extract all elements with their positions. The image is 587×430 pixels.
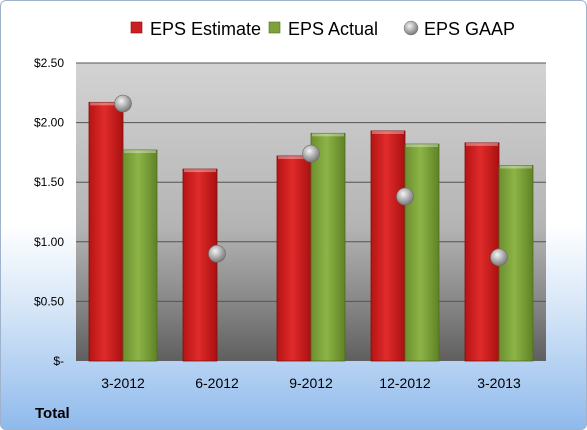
legend-swatch-gaap [403, 20, 419, 36]
bar-top-highlight [278, 155, 310, 159]
footer-total-label: Total [35, 405, 70, 422]
x-tick-label: 6-2012 [195, 375, 239, 391]
x-tick-label: 3-2013 [477, 375, 521, 391]
y-tick-label: $0.50 [34, 294, 64, 308]
y-tick-label: $2.00 [34, 116, 64, 130]
eps-gaap-point [114, 94, 132, 113]
x-tick-label: 9-2012 [289, 375, 333, 391]
x-axis: 3-2012 6-2012 9-2012 12-2012 3-2013 [101, 375, 521, 391]
legend-label: EPS Actual [288, 19, 378, 39]
eps-gaap-point [490, 248, 508, 267]
bar-top-highlight [124, 150, 156, 154]
eps-actual-bar [404, 143, 440, 362]
gaap-points [114, 94, 508, 267]
x-tick-label: 12-2012 [379, 375, 431, 391]
y-tick-label: $1.00 [34, 235, 64, 249]
legend: EPS Estimate EPS Actual EPS GAAP [130, 19, 515, 39]
bar-top-highlight [500, 165, 532, 169]
eps-gaap-point [208, 244, 226, 263]
bar-top-highlight [312, 133, 344, 137]
eps-actual-bar [122, 149, 158, 362]
x-tick-label: 3-2012 [101, 375, 145, 391]
eps-actual-bar [310, 132, 346, 362]
legend-label: EPS Estimate [150, 19, 261, 39]
eps-estimate-bar [88, 101, 124, 362]
bar-top-highlight [372, 130, 404, 134]
legend-swatch-actual [268, 21, 281, 34]
eps-estimate-bar [182, 168, 218, 362]
legend-label: EPS GAAP [424, 19, 515, 39]
eps-gaap-point [396, 187, 414, 206]
legend-swatch-estimate [130, 21, 143, 34]
y-axis: $- $0.50 $1.00 $1.50 $2.00 $2.50 [34, 56, 64, 368]
eps-gaap-point [302, 144, 320, 163]
eps-estimate-bar [370, 130, 406, 362]
y-tick-label: $2.50 [34, 56, 64, 70]
bar-top-highlight [184, 169, 216, 173]
bar-top-highlight [90, 102, 122, 106]
eps-estimate-bar [276, 155, 312, 362]
bar-top-highlight [466, 142, 498, 146]
bars [88, 101, 534, 362]
bar-top-highlight [406, 144, 438, 148]
y-tick-label: $1.50 [34, 175, 64, 189]
y-tick-label: $- [53, 354, 64, 368]
